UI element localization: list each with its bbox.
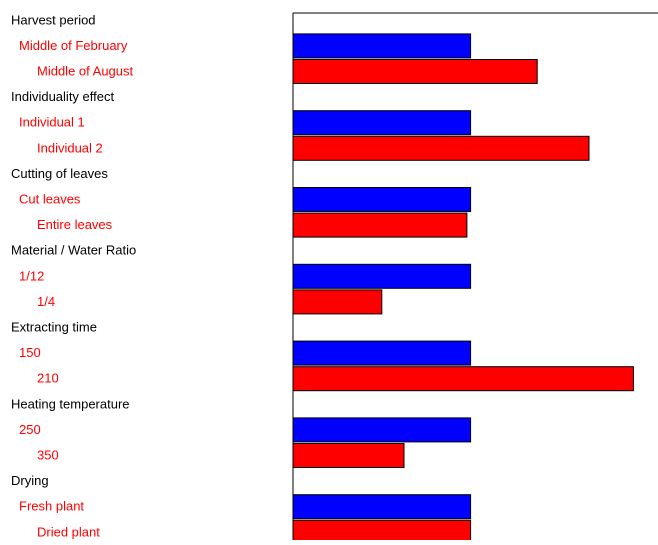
effect-bar (292, 340, 472, 366)
factor-label: Heating temperature (11, 396, 130, 411)
effect-bar (292, 33, 472, 59)
factor-label: Individuality effect (11, 89, 114, 104)
level-label: 1/12 (19, 268, 44, 283)
effect-bar (292, 110, 472, 136)
factor-label: Cutting of leaves (11, 166, 108, 181)
effect-bar (292, 263, 472, 289)
level-label: Cut leaves (19, 192, 81, 207)
factor-label: Drying (11, 473, 49, 488)
level-label: Individual 2 (37, 140, 103, 155)
level-label: Middle of February (19, 38, 128, 53)
factor-label: Harvest period (11, 12, 96, 27)
effect-bar (292, 443, 405, 468)
level-label: Middle of August (37, 64, 134, 79)
effect-bar (292, 289, 383, 315)
effect-bar (292, 135, 590, 161)
level-label: 350 (37, 448, 59, 463)
level-label: Fresh plant (19, 499, 84, 514)
effect-bar (292, 212, 468, 238)
effect-bar (292, 366, 634, 392)
effect-bar (292, 59, 538, 84)
level-label: 1/4 (37, 294, 55, 309)
level-label: Dried plant (37, 524, 100, 539)
effect-bar (292, 494, 472, 520)
effect-bar (292, 519, 472, 545)
level-label: 210 (37, 371, 59, 386)
effect-bar (292, 417, 472, 443)
level-label: 150 (19, 345, 41, 360)
level-label: Entire leaves (37, 217, 113, 232)
factor-label: Extracting time (11, 320, 97, 335)
factor-label: Material / Water Ratio (11, 243, 136, 258)
level-label: Individual 1 (19, 115, 85, 130)
effect-bar (292, 187, 472, 212)
level-label: 250 (19, 422, 41, 437)
